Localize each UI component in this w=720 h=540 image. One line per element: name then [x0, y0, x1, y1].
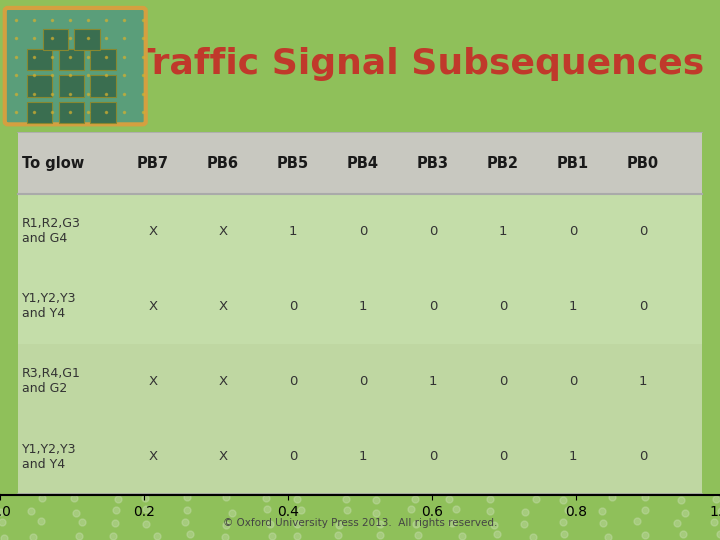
Text: 0: 0: [499, 375, 507, 388]
Text: PB3: PB3: [417, 156, 449, 171]
Bar: [18, 132, 702, 194]
Text: 0: 0: [499, 450, 507, 463]
Text: 1: 1: [639, 375, 647, 388]
Text: 1: 1: [359, 450, 367, 463]
Text: 1: 1: [359, 300, 367, 313]
Text: X: X: [148, 375, 158, 388]
Text: 0: 0: [499, 300, 507, 313]
Text: 1: 1: [569, 300, 577, 313]
Bar: [18, 194, 702, 269]
Text: PB7: PB7: [137, 156, 169, 171]
Text: 1: 1: [289, 225, 297, 238]
Text: 1: 1: [428, 375, 437, 388]
FancyBboxPatch shape: [27, 76, 53, 97]
FancyBboxPatch shape: [27, 102, 53, 123]
Text: Traffic Signal Subsequences: Traffic Signal Subsequences: [131, 46, 704, 80]
Text: 0: 0: [359, 375, 367, 388]
Text: PB5: PB5: [277, 156, 309, 171]
FancyBboxPatch shape: [58, 102, 84, 123]
Text: X: X: [148, 225, 158, 238]
FancyBboxPatch shape: [90, 102, 116, 123]
Bar: [18, 419, 702, 494]
Text: 1: 1: [569, 450, 577, 463]
Text: PB6: PB6: [207, 156, 239, 171]
Text: 0: 0: [429, 450, 437, 463]
Text: PB0: PB0: [627, 156, 659, 171]
Text: 0: 0: [569, 225, 577, 238]
Text: © Oxford University Press 2013.  All rights reserved.: © Oxford University Press 2013. All righ…: [222, 517, 498, 528]
Text: 0: 0: [289, 300, 297, 313]
Text: R1,R2,G3
and G4: R1,R2,G3 and G4: [22, 217, 81, 245]
FancyBboxPatch shape: [27, 49, 53, 70]
FancyBboxPatch shape: [58, 49, 84, 70]
Text: 1: 1: [499, 225, 508, 238]
Bar: [18, 344, 702, 419]
Text: 0: 0: [429, 225, 437, 238]
Text: 0: 0: [639, 225, 647, 238]
Bar: [18, 269, 702, 344]
Text: 0: 0: [359, 225, 367, 238]
Text: 0: 0: [429, 300, 437, 313]
Text: X: X: [218, 300, 228, 313]
Text: PB4: PB4: [347, 156, 379, 171]
FancyBboxPatch shape: [5, 8, 145, 124]
FancyBboxPatch shape: [74, 29, 100, 50]
Text: X: X: [218, 450, 228, 463]
Text: X: X: [148, 300, 158, 313]
Text: To glow: To glow: [22, 156, 84, 171]
Text: PB1: PB1: [557, 156, 589, 171]
Text: PB2: PB2: [487, 156, 519, 171]
Text: Y1,Y2,Y3
and Y4: Y1,Y2,Y3 and Y4: [22, 443, 76, 470]
Text: X: X: [218, 375, 228, 388]
Text: 0: 0: [569, 375, 577, 388]
FancyBboxPatch shape: [90, 76, 116, 97]
Text: R3,R4,G1
and G2: R3,R4,G1 and G2: [22, 368, 81, 395]
Text: X: X: [148, 450, 158, 463]
Text: 0: 0: [639, 300, 647, 313]
Text: 0: 0: [639, 450, 647, 463]
Text: 0: 0: [289, 375, 297, 388]
FancyBboxPatch shape: [58, 76, 84, 97]
FancyBboxPatch shape: [90, 49, 116, 70]
Text: 0: 0: [289, 450, 297, 463]
Text: Y1,Y2,Y3
and Y4: Y1,Y2,Y3 and Y4: [22, 293, 76, 320]
FancyBboxPatch shape: [42, 29, 68, 50]
Text: X: X: [218, 225, 228, 238]
